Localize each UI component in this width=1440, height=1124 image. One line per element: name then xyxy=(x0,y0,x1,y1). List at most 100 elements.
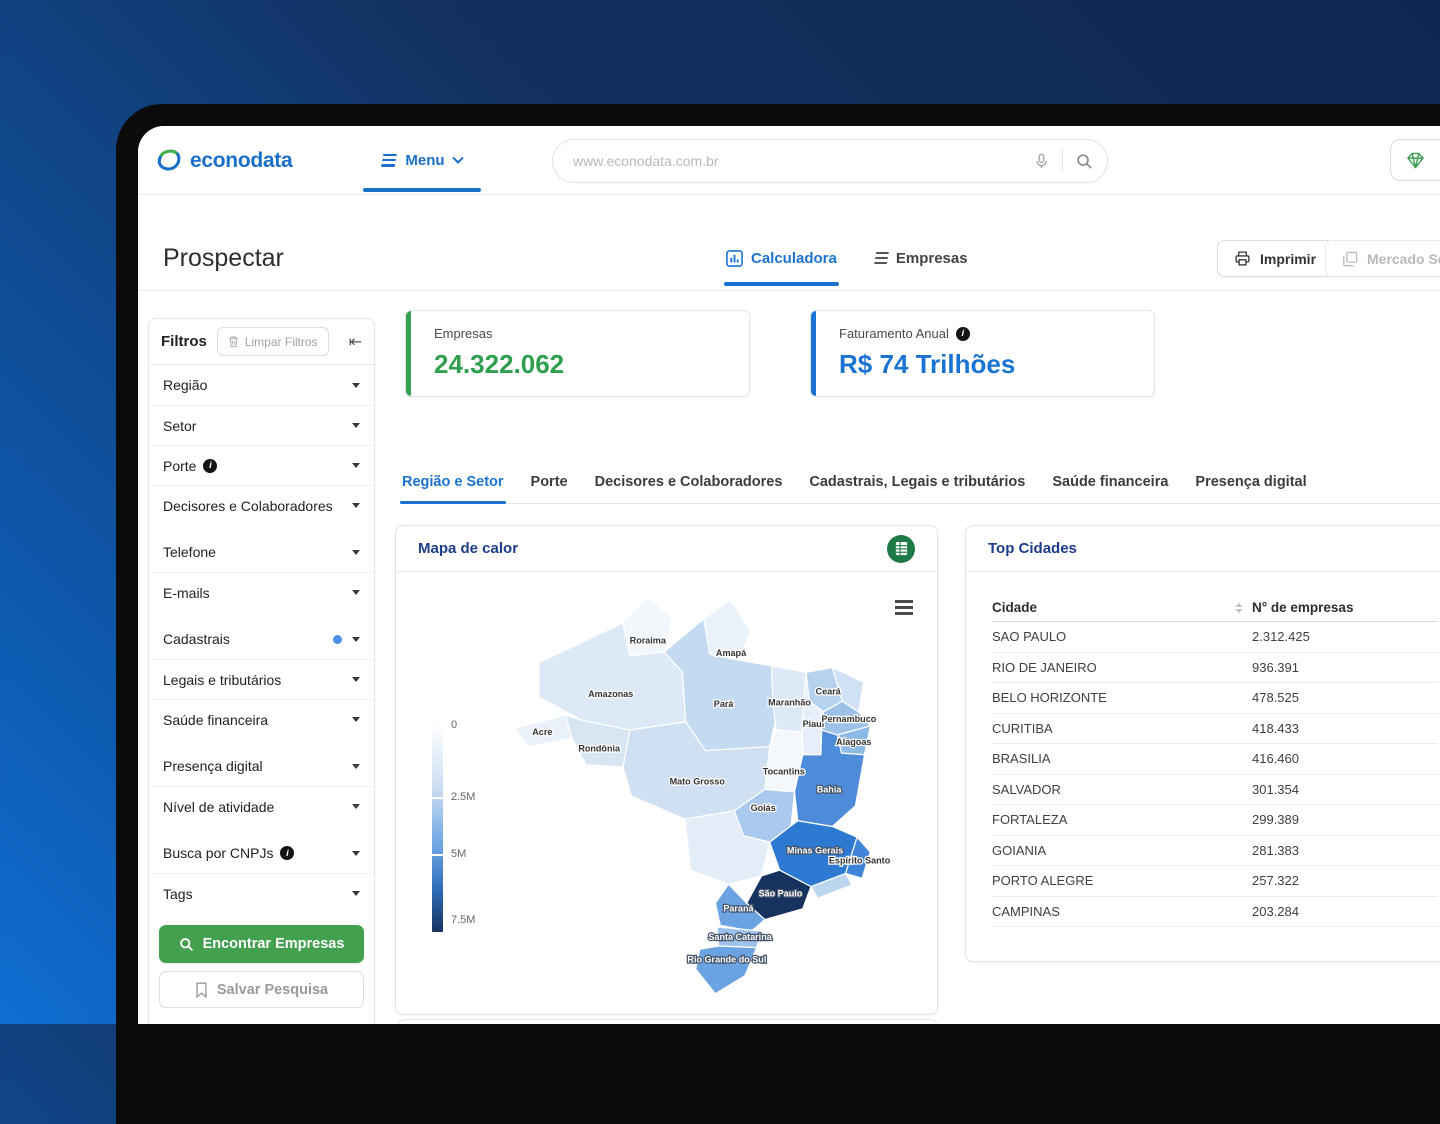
heatmap-card-header: Mapa de calor xyxy=(396,526,937,572)
cities-table-header: Cidade N° de empresas xyxy=(992,594,1438,622)
state-label: Rio Grande do Sul xyxy=(687,954,766,964)
info-icon[interactable]: i xyxy=(955,326,970,341)
filter-porte[interactable]: Porte i xyxy=(149,445,374,485)
filter-regiao[interactable]: Região xyxy=(149,365,374,405)
state-espirito-santo xyxy=(844,836,871,880)
sort-icon[interactable] xyxy=(1232,602,1246,613)
save-search-button[interactable]: Salvar Pesquisa xyxy=(159,971,364,1008)
filter-cadastrais[interactable]: Cadastrais xyxy=(149,619,374,659)
chevron-down-icon xyxy=(352,804,360,809)
tab-decisores[interactable]: Decisores e Colaboradores xyxy=(593,465,785,503)
filter-setor[interactable]: Setor xyxy=(149,405,374,445)
table-row[interactable]: CAMPINAS 203.284 xyxy=(992,897,1438,927)
filter-decisores[interactable]: Decisores e Colaboradores xyxy=(149,485,374,525)
filter-label: Decisores e Colaboradores xyxy=(163,497,333,514)
count-cell: 301.354 xyxy=(1252,781,1299,797)
table-row[interactable]: RIO DE JANEIRO 936.391 xyxy=(992,653,1438,683)
clear-filters-button[interactable]: Limpar Filtros xyxy=(216,327,329,356)
filter-group-4: Presença digital Nível de atividade xyxy=(149,746,374,826)
menu-label: Menu xyxy=(405,152,445,169)
tab-calculadora[interactable]: Calculadora xyxy=(724,225,839,291)
filter-nivel-atividade[interactable]: Nível de atividade xyxy=(149,786,374,826)
logo-text: econodata xyxy=(190,148,293,172)
state-label: Rondônia xyxy=(578,744,621,754)
menu-active-underline xyxy=(363,188,481,192)
filter-label: Saúde financeira xyxy=(163,711,269,728)
next-section-card-edge xyxy=(397,1019,938,1024)
table-row[interactable]: SALVADOR 301.354 xyxy=(992,775,1438,805)
filters-sidebar: Filtros Limpar Filtros ⇤ Região Setor Po… xyxy=(148,318,375,1024)
active-filter-dot xyxy=(333,634,342,644)
tab-empresas-label: Empresas xyxy=(895,249,968,267)
info-icon[interactable]: i xyxy=(280,846,295,860)
brazil-heatmap[interactable]: Roraima Amapá Amazonas Pará Maranhão Cea… xyxy=(474,590,904,1002)
filters-header: Filtros Limpar Filtros ⇤ xyxy=(149,319,374,365)
filter-presenca-digital[interactable]: Presença digital xyxy=(149,746,374,786)
table-row[interactable]: SAO PAULO 2.312.425 xyxy=(992,622,1438,653)
stat-value: R$ 74 Trilhões xyxy=(839,349,1016,379)
table-row[interactable]: PORTO ALEGRE 257.322 xyxy=(992,866,1438,897)
filter-group-1: Região Setor Porte i Decisores e Colabor… xyxy=(149,365,374,525)
tab-cadastrais-legais[interactable]: Cadastrais, Legais e tributários xyxy=(807,465,1027,503)
chart-context-menu-icon[interactable] xyxy=(895,600,913,615)
search-placeholder: www.econodata.com.br xyxy=(573,153,719,169)
print-button[interactable]: Imprimir xyxy=(1217,240,1334,277)
tab-porte[interactable]: Porte xyxy=(529,465,570,503)
table-row[interactable]: CURITIBA 418.433 xyxy=(992,714,1438,744)
heatmap-card: Mapa de calor 0 2.5M 5M 7.5M xyxy=(395,525,938,1015)
state-label: Pará xyxy=(714,699,735,709)
credits-button[interactable] xyxy=(1390,139,1440,181)
filter-legais[interactable]: Legais e tributários xyxy=(149,659,374,699)
tab-calculadora-label: Calculadora xyxy=(751,249,837,267)
econodata-logo[interactable]: econodata xyxy=(156,126,293,195)
state-label: Mato Grosso xyxy=(670,776,726,786)
page-header: Prospectar Calculadora Empresas xyxy=(138,225,1440,291)
search-icon[interactable] xyxy=(1076,153,1093,170)
microphone-icon[interactable] xyxy=(1034,152,1049,171)
filter-saude-financeira[interactable]: Saúde financeira xyxy=(149,699,374,739)
city-cell: RIO DE JANEIRO xyxy=(992,659,1097,675)
state-rio-grande-sul xyxy=(694,945,758,995)
table-row[interactable]: GOIANIA 281.383 xyxy=(992,836,1438,866)
column-count[interactable]: N° de empresas xyxy=(1252,600,1354,615)
filter-emails[interactable]: E-mails xyxy=(149,572,374,612)
tab-label: Presença digital xyxy=(1195,474,1307,490)
copy-icon xyxy=(1343,251,1358,266)
table-row[interactable]: BRASILIA 416.460 xyxy=(992,744,1438,775)
stat-card-empresas: Empresas 24.322.062 xyxy=(405,310,750,397)
tab-empresas[interactable]: Empresas xyxy=(873,225,970,291)
info-icon[interactable]: i xyxy=(203,458,218,473)
filter-telefone[interactable]: Telefone xyxy=(149,532,374,572)
similar-market-button[interactable]: Mercado Sem xyxy=(1325,240,1440,277)
filter-label: Legais e tributários xyxy=(163,671,282,688)
similar-market-label: Mercado Sem xyxy=(1367,250,1440,267)
find-companies-button[interactable]: Encontrar Empresas xyxy=(159,925,364,963)
filters-title: Filtros xyxy=(161,333,207,350)
filter-tags[interactable]: Tags xyxy=(149,873,374,913)
chevron-down-icon xyxy=(352,717,360,722)
count-cell: 281.383 xyxy=(1252,842,1299,858)
cities-table: Cidade N° de empresas SAO PAULO 2.312.42… xyxy=(992,594,1438,927)
menu-button[interactable]: Menu xyxy=(363,126,481,195)
tab-label: Cadastrais, Legais e tributários xyxy=(809,474,1026,490)
search-bar[interactable]: www.econodata.com.br xyxy=(552,139,1108,183)
filter-label: E-mails xyxy=(163,584,210,601)
table-row[interactable]: BELO HORIZONTE 478.525 xyxy=(992,683,1438,714)
clear-filters-label: Limpar Filtros xyxy=(244,334,318,349)
column-city[interactable]: Cidade xyxy=(992,600,1038,615)
tab-presenca-digital[interactable]: Presença digital xyxy=(1193,465,1308,503)
filter-busca-cnpjs[interactable]: Busca por CNPJs i xyxy=(149,833,374,873)
city-cell: PORTO ALEGRE xyxy=(992,873,1094,889)
excel-export-button[interactable] xyxy=(887,534,915,563)
state-label: Tocantins xyxy=(763,767,805,777)
group-divider xyxy=(149,612,374,619)
count-cell: 478.525 xyxy=(1252,690,1299,706)
top-cities-title: Top Cidades xyxy=(988,540,1077,557)
tab-regiao-setor[interactable]: Região e Setor xyxy=(400,465,506,504)
tab-saude-financeira[interactable]: Saúde financeira xyxy=(1050,465,1170,503)
count-cell: 299.389 xyxy=(1252,812,1299,828)
view-switcher: Calculadora Empresas xyxy=(724,225,970,291)
top-cities-card: Top Cidades Cidade N° de empresas SAO PA… xyxy=(965,525,1440,962)
collapse-sidebar-icon[interactable]: ⇤ xyxy=(348,332,362,351)
table-row[interactable]: FORTALEZA 299.389 xyxy=(992,805,1438,836)
